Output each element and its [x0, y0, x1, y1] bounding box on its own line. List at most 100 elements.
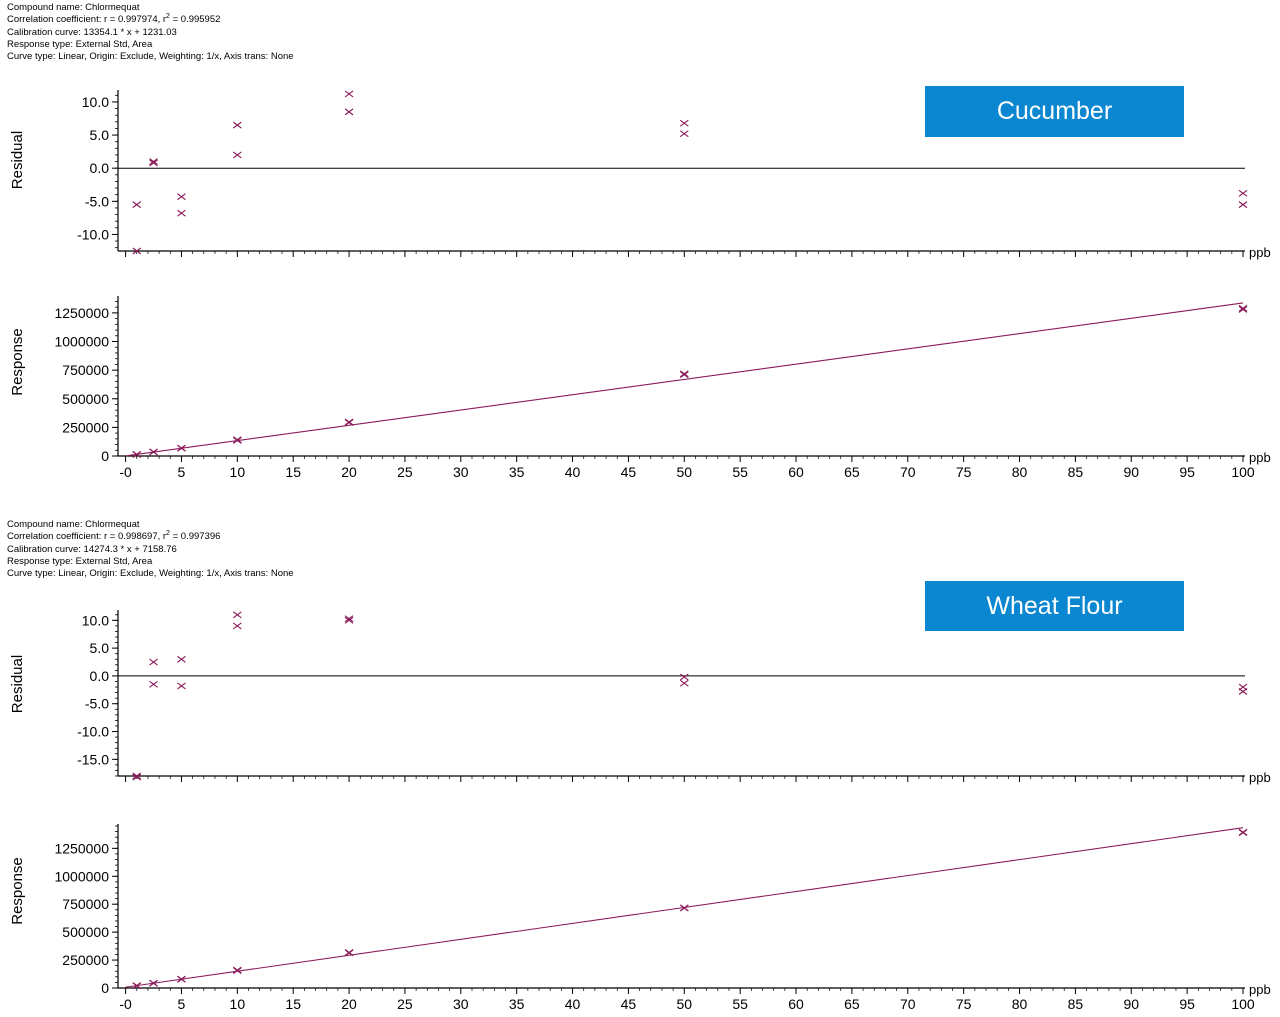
- data-point-stroke: [132, 772, 142, 780]
- data-point-stroke: [1238, 189, 1248, 197]
- x-tick-label: 85: [1068, 996, 1084, 1012]
- data-point-stroke: [1238, 304, 1248, 312]
- y-tick-label: -10.0: [77, 724, 109, 740]
- data-point-stroke: [149, 658, 158, 666]
- data-point: [177, 682, 186, 690]
- data-point-stroke: [1238, 201, 1248, 209]
- data-point-stroke: [177, 682, 186, 690]
- data-point: [1238, 688, 1248, 695]
- y-tick-label: 0: [101, 980, 109, 996]
- data-point-stroke: [132, 201, 142, 209]
- y-axis-label: Residual: [9, 655, 26, 713]
- data-point: [149, 979, 158, 987]
- data-point: [1238, 306, 1248, 313]
- curve-type: Curve type: Linear, Origin: Exclude, Wei…: [7, 568, 294, 580]
- response-type: Response type: External Std, Area: [7, 555, 153, 567]
- compound-name: Compound name: Chlormequat: [7, 519, 140, 530]
- chart-panel-1: 10.0 5.0 0.0 -5.0 -10.0 ppb Residual: [9, 90, 1271, 260]
- chart-panel-4: 0 250000 500000 750000 1000000 1250000 -0 5 10 15…: [9, 824, 1271, 1012]
- x-tick-label: 40: [565, 996, 581, 1012]
- data-point-stroke: [1238, 306, 1248, 313]
- x-tick-label: 50: [677, 464, 693, 480]
- x-tick-label: 20: [341, 464, 357, 480]
- x-tick-label: -0: [119, 464, 132, 480]
- data-point: [344, 108, 354, 116]
- y-tick-label: 1000000: [54, 868, 109, 884]
- x-axis-label: ppb: [1249, 450, 1271, 465]
- data-point: [177, 655, 186, 663]
- x-tick-label: 5: [178, 464, 186, 480]
- x-tick-label: 35: [509, 464, 525, 480]
- data-point-stroke: [679, 130, 689, 138]
- data-point-stroke: [177, 193, 186, 201]
- correlation-line: Correlation coefficient: r = 0.998697, r…: [7, 530, 294, 543]
- x-tick-label: 100: [1231, 464, 1255, 480]
- data-point-stroke: [149, 159, 158, 167]
- chart-panel-2: 0 250000 500000 750000 1000000 1250000 -0 5 10 15…: [9, 296, 1271, 480]
- x-tick-label: 25: [397, 464, 413, 480]
- data-point-stroke: [232, 436, 242, 444]
- x-tick-label: 55: [732, 464, 748, 480]
- correlation-value: = 0.997396: [169, 531, 221, 543]
- correlation-line: Correlation coefficient: r = 0.997974, r…: [7, 13, 294, 26]
- data-point-stroke: [679, 371, 689, 379]
- calibration-curve: Calibration curve: 14274.3 * x + 7158.76: [7, 543, 177, 555]
- x-tick-label: 25: [397, 996, 413, 1012]
- y-tick-label: 750000: [62, 896, 109, 912]
- curve-type: Curve type: Linear, Origin: Exclude, Wei…: [7, 51, 294, 63]
- y-tick-label: 5.0: [90, 640, 110, 656]
- data-point-stroke: [132, 982, 142, 989]
- x-tick-label: 95: [1179, 996, 1195, 1012]
- data-point: [149, 448, 158, 456]
- x-tick-label: 90: [1123, 996, 1139, 1012]
- x-tick-label: 30: [453, 996, 469, 1012]
- data-point: [232, 611, 242, 619]
- matrix-badge-cucumber: Cucumber: [925, 86, 1184, 137]
- x-tick-label: 70: [900, 996, 916, 1012]
- x-axis-label: ppb: [1249, 770, 1271, 785]
- y-tick-label: 1000000: [54, 334, 109, 350]
- data-point: [1238, 829, 1248, 837]
- y-tick-label: 500000: [62, 924, 109, 940]
- data-point: [177, 209, 186, 217]
- y-tick-label: 10.0: [82, 94, 109, 110]
- data-point: [132, 201, 142, 209]
- x-tick-label: 30: [453, 464, 469, 480]
- correlation-text: Correlation coefficient: r = 0.998697, r: [7, 531, 167, 543]
- y-tick-label: 0: [101, 448, 109, 464]
- data-point-stroke: [679, 904, 689, 912]
- data-point: [679, 370, 689, 378]
- data-point-stroke: [344, 90, 354, 98]
- matrix-badge-label: Wheat Flour: [986, 592, 1123, 620]
- data-point: [232, 967, 242, 975]
- y-axis-label: Response: [9, 328, 26, 396]
- chart-panel-3: 10.0 5.0 0.0 -5.0 -10.0 -15.0 ppb Residual: [9, 610, 1271, 785]
- correlation-value: = 0.995952: [169, 14, 221, 26]
- data-point: [132, 450, 142, 458]
- matrix-badge-label: Cucumber: [996, 97, 1113, 125]
- data-point-stroke: [679, 679, 689, 687]
- y-tick-label: 1250000: [54, 840, 109, 856]
- data-point: [232, 436, 242, 444]
- x-axis-label: ppb: [1249, 245, 1271, 260]
- x-tick-label: 10: [230, 996, 246, 1012]
- data-point: [177, 193, 186, 201]
- response-type: Response type: External Std, Area: [7, 38, 153, 50]
- data-point-stroke: [679, 119, 689, 127]
- y-tick-label: -5.0: [85, 193, 109, 209]
- data-point-stroke: [177, 975, 186, 983]
- data-point-stroke: [344, 949, 354, 957]
- data-point-stroke: [344, 615, 354, 623]
- x-axis-label: ppb: [1249, 982, 1271, 997]
- data-point-stroke: [344, 108, 354, 116]
- x-tick-label: 85: [1068, 464, 1084, 480]
- x-tick-label: 20: [341, 996, 357, 1012]
- fit-line: [125, 302, 1244, 457]
- data-point: [149, 680, 158, 688]
- data-point-stroke: [232, 436, 242, 444]
- matrix-badge-wheat-flour: Wheat Flour: [925, 581, 1184, 631]
- data-point-stroke: [232, 967, 242, 975]
- data-point: [344, 90, 354, 98]
- x-tick-label: 65: [844, 464, 860, 480]
